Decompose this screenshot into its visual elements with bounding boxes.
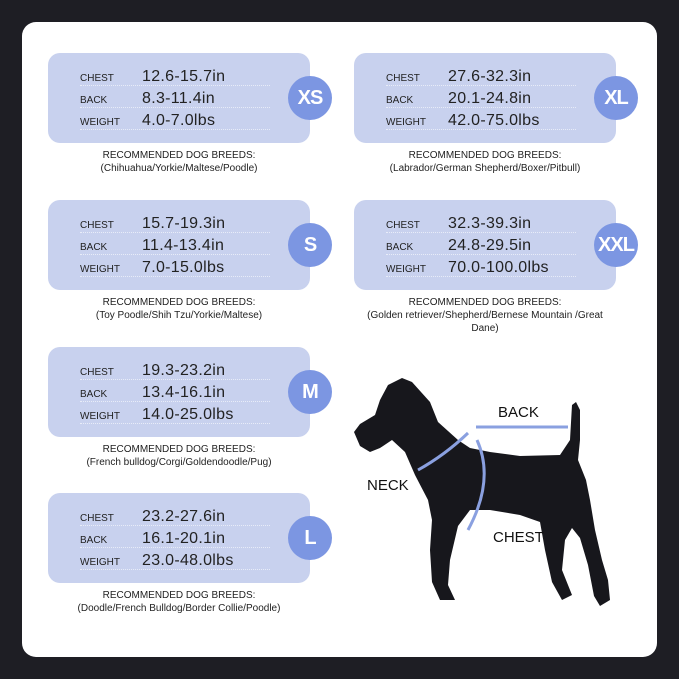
chest-value: 12.6-15.7in: [142, 68, 226, 85]
back-value: 20.1-24.8in: [448, 90, 532, 107]
size-card: CHEST 19.3-23.2in BACK 13.4-16.1in WEIGHT 14.…: [48, 347, 332, 437]
back-label: BACK: [80, 95, 108, 106]
back-row: BACK 11.4-13.4in: [80, 236, 270, 255]
size-badge: S: [288, 223, 332, 267]
chest-label: CHEST: [80, 513, 114, 524]
breeds-list: (Labrador/German Shepherd/Boxer/Pitbull): [389, 163, 581, 174]
chest-value: 15.7-19.3in: [142, 215, 226, 232]
back-value: 8.3-11.4in: [142, 90, 215, 107]
breeds-list: (Chihuahua/Yorkie/Maltese/Poodle): [100, 163, 258, 174]
breeds: RECOMMENDED DOG BREEDS: (French bulldog/C…: [48, 443, 310, 469]
chest-value: 19.3-23.2in: [142, 362, 226, 379]
weight-value: 42.0-75.0lbs: [448, 112, 540, 129]
breeds-heading: RECOMMENDED DOG BREEDS:: [102, 590, 256, 601]
weight-value: 70.0-100.0lbs: [448, 259, 549, 276]
weight-row: WEIGHT 7.0-15.0lbs: [80, 258, 270, 277]
chest-label: CHEST: [80, 73, 114, 84]
breeds: RECOMMENDED DOG BREEDS: (Labrador/German …: [354, 149, 616, 175]
back-row: BACK 24.8-29.5in: [386, 236, 576, 255]
breeds: RECOMMENDED DOG BREEDS: (Golden retriever…: [354, 296, 616, 335]
back-value: 16.1-20.1in: [142, 530, 226, 547]
chest-label: CHEST: [386, 220, 420, 231]
weight-label: WEIGHT: [80, 264, 120, 275]
size-badge: L: [288, 516, 332, 560]
size-card: CHEST 23.2-27.6in BACK 16.1-20.1in WEIGHT 23.…: [48, 493, 332, 583]
weight-row: WEIGHT 4.0-7.0lbs: [80, 111, 270, 130]
size-xs: CHEST 12.6-15.7in BACK 8.3-11.4in WEIGHT 4.0-…: [48, 53, 332, 175]
back-label: BACK: [386, 95, 414, 106]
back-row: BACK 8.3-11.4in: [80, 89, 270, 108]
weight-row: WEIGHT 23.0-48.0lbs: [80, 551, 270, 570]
size-xl: CHEST 27.6-32.3in BACK 20.1-24.8in WEIGHT 42.…: [354, 53, 638, 175]
size-card: CHEST 27.6-32.3in BACK 20.1-24.8in WEIGHT 42.…: [354, 53, 638, 143]
back-row: BACK 20.1-24.8in: [386, 89, 576, 108]
weight-label: WEIGHT: [80, 557, 120, 568]
chest-row: CHEST 12.6-15.7in: [80, 67, 270, 86]
size-s: CHEST 15.7-19.3in BACK 11.4-13.4in WEIGHT 7.0…: [48, 200, 332, 322]
chest-value: 27.6-32.3in: [448, 68, 532, 85]
size-card: CHEST 32.3-39.3in BACK 24.8-29.5in WEIGHT 70.…: [354, 200, 638, 290]
back-row: BACK 16.1-20.1in: [80, 529, 270, 548]
weight-label: WEIGHT: [386, 117, 426, 128]
breeds-heading: RECOMMENDED DOG BREEDS:: [102, 297, 256, 308]
back-label: BACK: [386, 242, 414, 253]
chest-label: CHEST: [386, 73, 420, 84]
back-value: 13.4-16.1in: [142, 384, 226, 401]
chest-label: CHEST: [80, 367, 114, 378]
breeds-list: (Toy Poodle/Shih Tzu/Yorkie/Maltese): [95, 310, 263, 321]
size-card: CHEST 12.6-15.7in BACK 8.3-11.4in WEIGHT 4.0-…: [48, 53, 332, 143]
weight-label: WEIGHT: [80, 411, 120, 422]
back-value: 24.8-29.5in: [448, 237, 532, 254]
size-badge: M: [288, 370, 332, 414]
weight-value: 4.0-7.0lbs: [142, 112, 216, 129]
back-row: BACK 13.4-16.1in: [80, 383, 270, 402]
breeds-heading: RECOMMENDED DOG BREEDS:: [408, 150, 562, 161]
weight-row: WEIGHT 14.0-25.0lbs: [80, 405, 270, 424]
size-badge: XS: [288, 76, 332, 120]
breeds-heading: RECOMMENDED DOG BREEDS:: [408, 297, 562, 308]
weight-value: 23.0-48.0lbs: [142, 552, 234, 569]
weight-row: WEIGHT 70.0-100.0lbs: [386, 258, 576, 277]
size-m: CHEST 19.3-23.2in BACK 13.4-16.1in WEIGHT 14.…: [48, 347, 332, 469]
breeds-list: (Doodle/French Bulldog/Border Collie/Poo…: [77, 603, 281, 614]
chest-value: 23.2-27.6in: [142, 508, 226, 525]
size-badge: XL: [594, 76, 638, 120]
weight-value: 7.0-15.0lbs: [142, 259, 225, 276]
weight-value: 14.0-25.0lbs: [142, 406, 234, 423]
size-badge: XXL: [594, 223, 638, 267]
breeds: RECOMMENDED DOG BREEDS: (Doodle/French Bu…: [48, 589, 310, 615]
breeds: RECOMMENDED DOG BREEDS: (Chihuahua/Yorkie…: [48, 149, 310, 175]
back-label: BACK: [80, 535, 108, 546]
back-label: BACK: [80, 389, 108, 400]
chest-row: CHEST 32.3-39.3in: [386, 214, 576, 233]
chest-label: CHEST: [493, 529, 544, 546]
chest-value: 32.3-39.3in: [448, 215, 532, 232]
weight-label: WEIGHT: [386, 264, 426, 275]
back-label: BACK: [80, 242, 108, 253]
chest-row: CHEST 19.3-23.2in: [80, 361, 270, 380]
neck-label: NECK: [367, 477, 409, 494]
size-card: CHEST 15.7-19.3in BACK 11.4-13.4in WEIGHT 7.0…: [48, 200, 332, 290]
dog-silhouette-icon: [354, 378, 610, 606]
breeds-list: (French bulldog/Corgi/Goldendoodle/Pug): [86, 457, 272, 468]
chest-row: CHEST 27.6-32.3in: [386, 67, 576, 86]
chest-row: CHEST 15.7-19.3in: [80, 214, 270, 233]
breeds-heading: RECOMMENDED DOG BREEDS:: [102, 150, 256, 161]
chest-row: CHEST 23.2-27.6in: [80, 507, 270, 526]
weight-row: WEIGHT 42.0-75.0lbs: [386, 111, 576, 130]
breeds: RECOMMENDED DOG BREEDS: (Toy Poodle/Shih …: [48, 296, 310, 322]
chest-label: CHEST: [80, 220, 114, 231]
size-l: CHEST 23.2-27.6in BACK 16.1-20.1in WEIGHT 23.…: [48, 493, 332, 615]
size-xxl: CHEST 32.3-39.3in BACK 24.8-29.5in WEIGHT 70.…: [354, 200, 638, 335]
back-value: 11.4-13.4in: [142, 237, 225, 254]
breeds-heading: RECOMMENDED DOG BREEDS:: [102, 444, 256, 455]
back-label: BACK: [498, 404, 539, 421]
weight-label: WEIGHT: [80, 117, 120, 128]
dog-diagram: BACK NECK CHEST: [340, 360, 640, 625]
breeds-list: (Golden retriever/Shepherd/Bernese Mount…: [367, 310, 603, 334]
